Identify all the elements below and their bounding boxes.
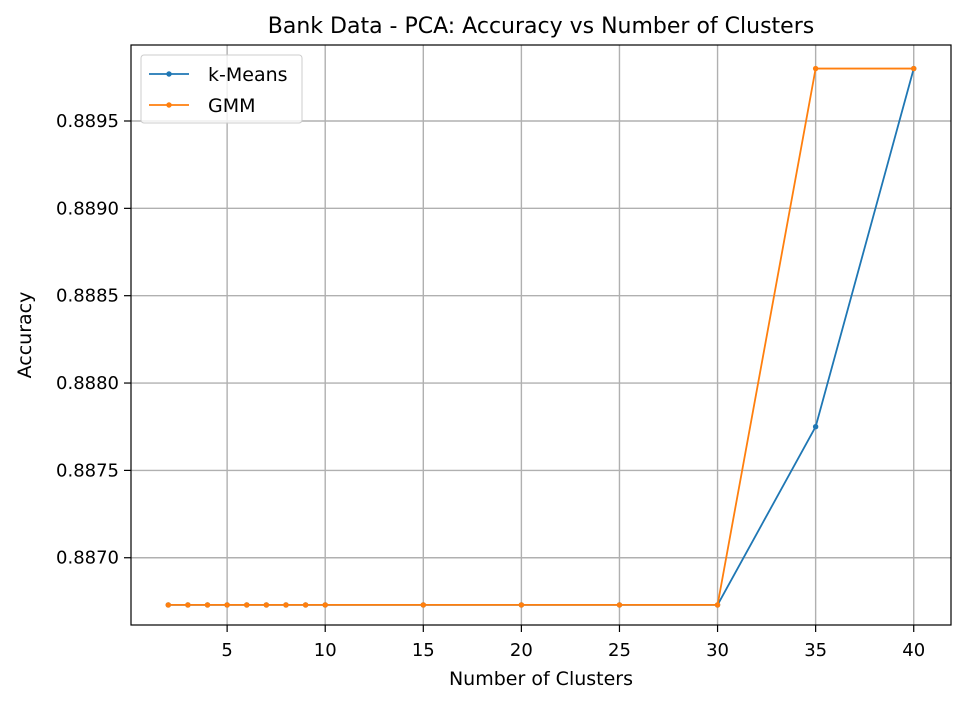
y-axis-label: Accuracy (14, 292, 36, 379)
gmm-data-point (812, 65, 819, 72)
k-means-legend-label: k-Means (208, 64, 288, 86)
x-tick-label: 30 (706, 640, 729, 661)
x-tick-label: 20 (510, 640, 533, 661)
y-tick-label: 0.8880 (56, 373, 119, 394)
x-tick-label: 40 (902, 640, 925, 661)
k-means-data-point (812, 424, 819, 430)
gmm-data-point (616, 602, 623, 608)
x-tick-label: 15 (412, 640, 435, 661)
gmm-data-point (244, 602, 250, 608)
x-tick-label: 25 (608, 640, 631, 661)
gmm-data-point (518, 602, 525, 608)
x-axis-label: Number of Clusters (449, 668, 633, 690)
gmm-data-point (911, 65, 917, 72)
x-tick-label: 35 (804, 640, 827, 661)
gmm-data-point (204, 602, 211, 608)
y-tick-label: 0.8875 (56, 460, 119, 481)
gmm-data-point (714, 602, 721, 608)
gmm-data-point (185, 602, 191, 608)
gmm-legend-marker (166, 102, 172, 108)
y-tick-label: 0.8870 (56, 548, 119, 569)
k-means-legend-marker (166, 71, 172, 77)
chart-title: Bank Data - PCA: Accuracy vs Number of C… (268, 14, 814, 39)
gmm-legend-label: GMM (208, 95, 256, 117)
gmm-data-point (322, 602, 328, 608)
x-tick-label: 10 (314, 640, 337, 661)
legend: k-Means GMM (140, 54, 303, 124)
gmm-data-point (283, 602, 289, 608)
axis-ticks: 5 10 15 20 25 30 35 40 0.8870 0.8875 0.8880 0.8885 0… (56, 111, 925, 661)
gmm-data-point (302, 602, 309, 608)
legend-box (140, 54, 303, 124)
y-tick-label: 0.8885 (56, 286, 119, 307)
grid-lines (131, 45, 951, 625)
gmm-data-point (165, 602, 171, 608)
gmm-data-point (420, 602, 426, 608)
gmm-data-point (224, 602, 230, 608)
y-tick-label: 0.8890 (56, 198, 119, 219)
plot-area-frame (130, 44, 952, 626)
y-tick-label: 0.8895 (56, 111, 119, 132)
series-group (165, 65, 917, 608)
x-tick-label: 5 (221, 640, 232, 661)
gmm-data-point (263, 602, 270, 608)
